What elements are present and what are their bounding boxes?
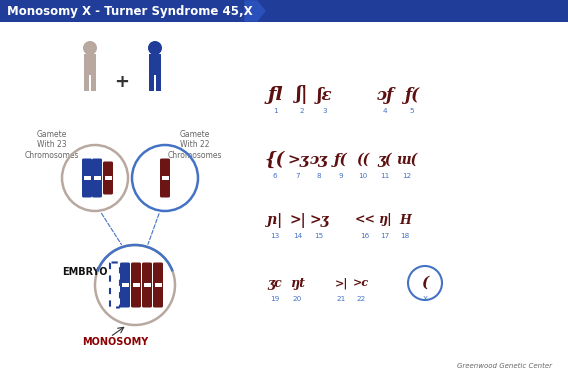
Text: ɔƒ: ɔƒ: [377, 87, 394, 104]
Text: 14: 14: [294, 233, 303, 239]
FancyBboxPatch shape: [153, 262, 163, 307]
FancyBboxPatch shape: [149, 75, 154, 91]
Text: 9: 9: [339, 173, 343, 179]
Text: Gamete
With 22
Chromosomes: Gamete With 22 Chromosomes: [168, 130, 222, 160]
Text: Greenwood Genetic Center: Greenwood Genetic Center: [457, 363, 552, 369]
FancyBboxPatch shape: [82, 158, 92, 197]
Text: 13: 13: [270, 233, 279, 239]
Text: 2: 2: [300, 108, 304, 114]
FancyBboxPatch shape: [0, 0, 568, 22]
Text: >|: >|: [335, 277, 348, 289]
Text: 4: 4: [383, 108, 387, 114]
Text: 21: 21: [336, 296, 345, 302]
Text: ʒ(: ʒ(: [378, 153, 392, 167]
Text: {(: {(: [265, 151, 285, 169]
Text: ƒ(: ƒ(: [334, 153, 348, 167]
Text: 22: 22: [356, 296, 366, 302]
Text: ƒ(: ƒ(: [404, 87, 420, 104]
Text: Monosomy X - Turner Syndrome 45,X: Monosomy X - Turner Syndrome 45,X: [7, 5, 253, 17]
FancyBboxPatch shape: [83, 176, 90, 180]
Text: 20: 20: [293, 296, 302, 302]
Polygon shape: [245, 1, 265, 21]
Text: ŋt: ŋt: [290, 276, 304, 290]
Text: 12: 12: [402, 173, 412, 179]
Text: +: +: [115, 73, 130, 91]
FancyBboxPatch shape: [160, 158, 170, 197]
FancyBboxPatch shape: [122, 283, 128, 287]
Text: 11: 11: [381, 173, 390, 179]
Text: EMBRYO: EMBRYO: [62, 267, 107, 277]
FancyBboxPatch shape: [131, 262, 141, 307]
Text: 5: 5: [410, 108, 414, 114]
FancyBboxPatch shape: [94, 176, 101, 180]
Text: ((: ((: [356, 153, 370, 167]
Text: ʃ|: ʃ|: [296, 85, 308, 104]
Text: 16: 16: [360, 233, 370, 239]
FancyBboxPatch shape: [161, 176, 169, 180]
Text: Gamete
With 23
Chromosomes: Gamete With 23 Chromosomes: [25, 130, 80, 160]
Text: 7: 7: [296, 173, 300, 179]
Circle shape: [83, 42, 97, 54]
FancyBboxPatch shape: [103, 161, 113, 195]
FancyBboxPatch shape: [132, 283, 140, 287]
FancyBboxPatch shape: [83, 75, 89, 91]
Text: 10: 10: [358, 173, 367, 179]
FancyBboxPatch shape: [105, 176, 111, 180]
Text: ɔʒ: ɔʒ: [310, 153, 328, 167]
Text: (: (: [421, 276, 429, 290]
Text: ŋ|: ŋ|: [378, 214, 392, 226]
Text: 19: 19: [270, 296, 279, 302]
Text: ʒc: ʒc: [268, 276, 282, 290]
Text: >ʒ: >ʒ: [309, 213, 329, 227]
Text: <<: <<: [354, 214, 375, 226]
FancyBboxPatch shape: [149, 54, 161, 75]
Text: >ʒ: >ʒ: [287, 153, 308, 167]
Text: 15: 15: [314, 233, 324, 239]
FancyBboxPatch shape: [91, 75, 97, 91]
Text: X: X: [423, 296, 428, 302]
Text: 6: 6: [273, 173, 277, 179]
Text: 17: 17: [381, 233, 390, 239]
FancyBboxPatch shape: [92, 158, 102, 197]
Text: ɯ(: ɯ(: [396, 153, 417, 167]
Text: 3: 3: [323, 108, 327, 114]
FancyBboxPatch shape: [154, 283, 161, 287]
Text: ɲ|: ɲ|: [268, 212, 282, 228]
FancyBboxPatch shape: [142, 262, 152, 307]
Text: 8: 8: [317, 173, 321, 179]
Text: MONOSOMY: MONOSOMY: [82, 337, 148, 347]
FancyBboxPatch shape: [156, 75, 161, 91]
Circle shape: [149, 42, 161, 54]
Text: >|: >|: [290, 212, 306, 228]
FancyBboxPatch shape: [144, 283, 151, 287]
FancyBboxPatch shape: [120, 262, 130, 307]
Text: 18: 18: [400, 233, 410, 239]
Text: 1: 1: [273, 108, 277, 114]
Text: H: H: [399, 214, 411, 226]
Text: ʃɛ: ʃɛ: [317, 87, 333, 104]
Text: ƒl: ƒl: [267, 86, 283, 104]
Text: >c: >c: [353, 277, 369, 288]
FancyBboxPatch shape: [83, 54, 97, 75]
